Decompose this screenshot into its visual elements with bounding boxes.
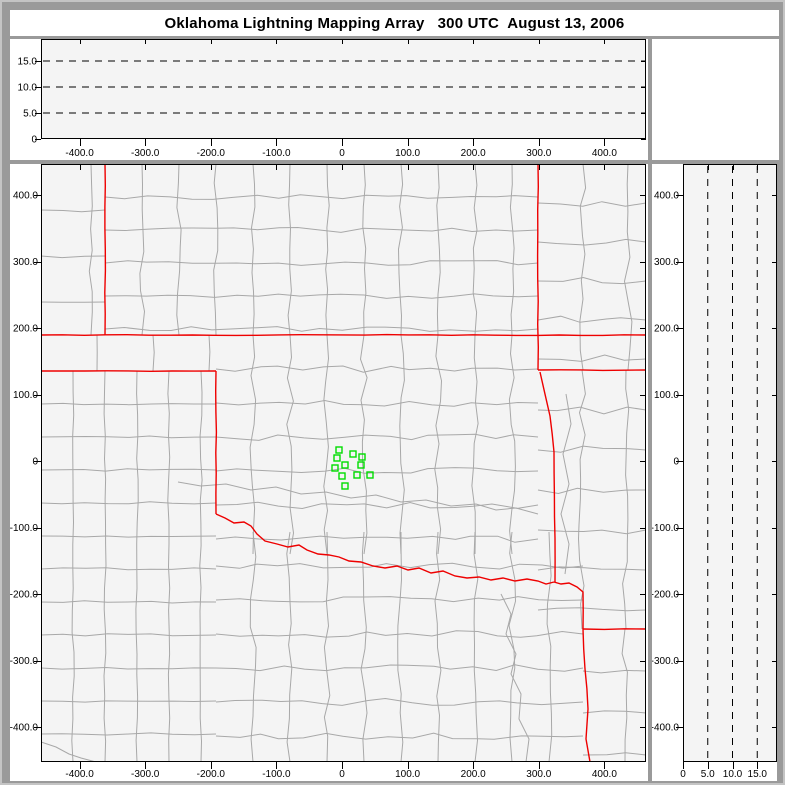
svg-text:100.0: 100.0 [13,390,38,401]
svg-text:300.0: 300.0 [526,148,551,159]
svg-text:-100.0: -100.0 [652,523,679,534]
plan-view-panel: 400.0 300.0 200.0 100.0 0 -100.0 -200.0 -300.0 -… [10,164,648,781]
altitude-ns-plot[interactable]: 400.0 300.0 200.0 100.0 0 -100.0 -200.0 -300.0 -… [652,164,777,781]
svg-text:-200.0: -200.0 [197,769,226,780]
svg-text:200.0: 200.0 [461,769,486,780]
svg-text:-300.0: -300.0 [131,148,160,159]
svg-text:-400.0: -400.0 [65,148,94,159]
altitude-ew-panel: 0 5.0 10.0 15.0 -400.0 -300.0 -200.0 -100.0 0 100… [10,39,648,160]
svg-text:200.0: 200.0 [461,148,486,159]
svg-text:0: 0 [31,135,37,146]
svg-text:0: 0 [32,457,38,468]
svg-text:100.0: 100.0 [654,390,679,401]
altitude-ew-plot[interactable]: 0 5.0 10.0 15.0 -400.0 -300.0 -200.0 -100.0 0 100… [10,39,648,160]
svg-text:0: 0 [673,457,679,468]
svg-text:10.0: 10.0 [723,769,743,780]
altitude-ns-panel: 400.0 300.0 200.0 100.0 0 -100.0 -200.0 -300.0 -… [652,164,777,781]
svg-text:-400.0: -400.0 [652,723,679,734]
svg-text:400.0: 400.0 [592,769,617,780]
svg-text:-200.0: -200.0 [10,590,38,601]
window-title: Oklahoma Lightning Mapping Array 300 UTC… [164,14,625,32]
svg-text:-300.0: -300.0 [652,656,679,667]
svg-text:-100.0: -100.0 [262,148,291,159]
svg-text:-300.0: -300.0 [10,656,38,667]
svg-text:5.0: 5.0 [701,769,715,780]
svg-text:15.0: 15.0 [18,57,38,68]
svg-text:-400.0: -400.0 [65,769,94,780]
plan-view-plot[interactable]: 400.0 300.0 200.0 100.0 0 -100.0 -200.0 -300.0 -… [10,164,648,781]
svg-text:-200.0: -200.0 [652,590,679,601]
svg-text:-300.0: -300.0 [131,769,160,780]
svg-text:-100.0: -100.0 [262,769,291,780]
svg-text:400.0: 400.0 [654,191,679,202]
svg-text:300.0: 300.0 [654,257,679,268]
title-bar: Oklahoma Lightning Mapping Array 300 UTC… [10,10,779,36]
svg-text:5.0: 5.0 [23,109,37,120]
svg-text:300.0: 300.0 [13,257,38,268]
svg-text:10.0: 10.0 [18,83,38,94]
svg-text:400.0: 400.0 [13,191,38,202]
svg-text:100.0: 100.0 [395,769,420,780]
svg-text:200.0: 200.0 [13,324,38,335]
svg-text:0: 0 [339,769,345,780]
svg-text:0: 0 [680,769,686,780]
svg-text:0: 0 [339,148,345,159]
corner-panel [652,39,779,160]
svg-text:-200.0: -200.0 [197,148,226,159]
svg-text:300.0: 300.0 [526,769,551,780]
svg-text:100.0: 100.0 [395,148,420,159]
svg-text:400.0: 400.0 [592,148,617,159]
svg-text:15.0: 15.0 [748,769,768,780]
svg-text:200.0: 200.0 [654,324,679,335]
svg-text:-400.0: -400.0 [10,723,38,734]
svg-text:-100.0: -100.0 [10,523,38,534]
